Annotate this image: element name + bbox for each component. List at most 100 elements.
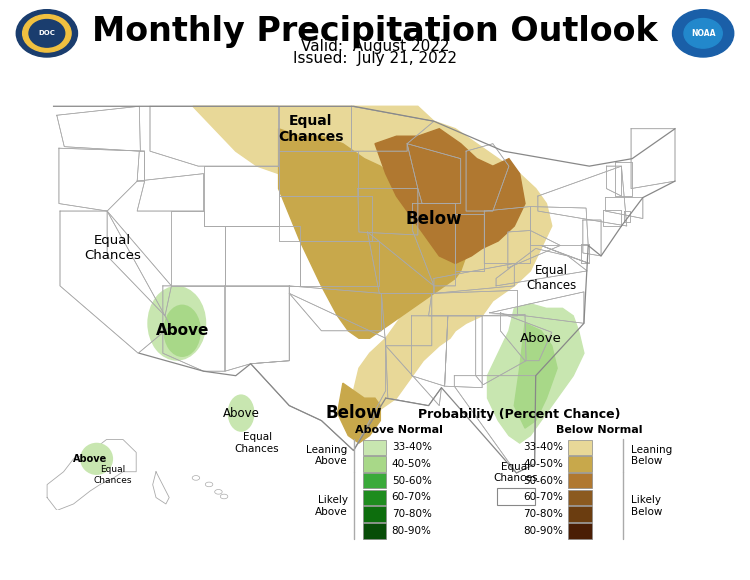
Polygon shape <box>631 129 675 188</box>
Text: Above Normal: Above Normal <box>355 425 442 435</box>
Polygon shape <box>434 263 514 293</box>
Text: Below: Below <box>326 404 382 422</box>
Bar <box>363 456 386 472</box>
Polygon shape <box>538 166 627 226</box>
Bar <box>497 488 535 505</box>
Polygon shape <box>476 314 526 385</box>
Ellipse shape <box>214 490 222 494</box>
Bar <box>568 490 592 505</box>
Text: Likely
Below: Likely Below <box>631 495 662 517</box>
Polygon shape <box>300 241 380 286</box>
Text: Probability (Percent Chance): Probability (Percent Chance) <box>419 408 621 421</box>
Text: Equal
Chances: Equal Chances <box>526 264 577 292</box>
Polygon shape <box>455 214 484 271</box>
Polygon shape <box>193 106 552 428</box>
Ellipse shape <box>228 394 254 432</box>
Text: Below: Below <box>406 209 462 227</box>
Polygon shape <box>368 232 434 293</box>
Text: Above: Above <box>155 323 209 338</box>
Polygon shape <box>514 323 557 428</box>
Polygon shape <box>60 211 170 353</box>
Polygon shape <box>454 376 536 473</box>
Bar <box>568 456 592 472</box>
Polygon shape <box>580 244 590 263</box>
Ellipse shape <box>80 443 113 475</box>
Text: NOAA: NOAA <box>691 29 715 38</box>
Circle shape <box>29 20 64 47</box>
Polygon shape <box>508 230 560 268</box>
Text: 33-40%: 33-40% <box>392 443 432 452</box>
Polygon shape <box>358 188 418 235</box>
Polygon shape <box>407 144 460 204</box>
Polygon shape <box>603 209 622 226</box>
Polygon shape <box>251 293 386 451</box>
Polygon shape <box>150 106 278 166</box>
Text: Above: Above <box>73 454 107 464</box>
Text: 60-70%: 60-70% <box>524 492 563 502</box>
Circle shape <box>22 14 71 52</box>
Text: Leaning
Above: Leaning Above <box>306 445 347 466</box>
Polygon shape <box>541 245 590 263</box>
Text: Equal
Chances: Equal Chances <box>94 465 132 485</box>
Polygon shape <box>225 226 300 286</box>
Polygon shape <box>583 220 601 256</box>
Polygon shape <box>375 129 525 263</box>
Ellipse shape <box>147 286 206 361</box>
Polygon shape <box>607 166 622 196</box>
Polygon shape <box>278 129 466 338</box>
Text: 50-60%: 50-60% <box>392 476 431 485</box>
Text: Equal
Chances: Equal Chances <box>494 462 538 483</box>
Text: 33-40%: 33-40% <box>523 443 563 452</box>
Polygon shape <box>153 472 170 504</box>
Polygon shape <box>290 286 382 331</box>
Polygon shape <box>382 293 432 346</box>
Bar <box>363 473 386 488</box>
Polygon shape <box>278 151 358 196</box>
Polygon shape <box>338 383 380 443</box>
Circle shape <box>673 10 734 57</box>
Text: Leaning
Below: Leaning Below <box>631 445 672 466</box>
Polygon shape <box>413 204 455 286</box>
Text: Equal
Chances: Equal Chances <box>84 234 141 263</box>
Polygon shape <box>623 211 630 222</box>
Text: 70-80%: 70-80% <box>392 509 431 519</box>
Polygon shape <box>428 291 518 316</box>
Text: DOC: DOC <box>38 30 56 37</box>
Circle shape <box>684 19 722 48</box>
Circle shape <box>16 10 77 57</box>
Text: Likely
Above: Likely Above <box>315 495 347 517</box>
Bar <box>568 473 592 488</box>
Bar <box>363 506 386 522</box>
Polygon shape <box>225 286 290 371</box>
Bar <box>568 506 592 522</box>
Text: Equal
Chances: Equal Chances <box>278 114 344 144</box>
Bar <box>363 490 386 505</box>
Ellipse shape <box>206 482 213 487</box>
Text: 60-70%: 60-70% <box>392 492 431 502</box>
Polygon shape <box>615 162 632 196</box>
Polygon shape <box>57 106 140 151</box>
Polygon shape <box>496 248 587 286</box>
Polygon shape <box>445 316 482 387</box>
Polygon shape <box>490 292 584 323</box>
Polygon shape <box>466 144 509 211</box>
Text: Monthly Precipitation Outlook: Monthly Precipitation Outlook <box>92 14 658 48</box>
Polygon shape <box>278 106 352 151</box>
Polygon shape <box>278 196 372 241</box>
Polygon shape <box>530 206 588 245</box>
Polygon shape <box>137 151 203 211</box>
Polygon shape <box>484 206 530 263</box>
Bar <box>363 440 386 455</box>
Polygon shape <box>605 198 643 219</box>
Polygon shape <box>500 313 552 361</box>
Text: Issued:  July 21, 2022: Issued: July 21, 2022 <box>293 51 457 66</box>
Text: Above: Above <box>520 332 562 345</box>
Polygon shape <box>163 286 225 371</box>
Text: 80-90%: 80-90% <box>524 526 563 536</box>
Polygon shape <box>488 304 584 443</box>
Polygon shape <box>172 211 225 286</box>
Bar <box>568 523 592 539</box>
Polygon shape <box>203 166 278 226</box>
Polygon shape <box>412 316 448 386</box>
Text: 70-80%: 70-80% <box>524 509 563 519</box>
